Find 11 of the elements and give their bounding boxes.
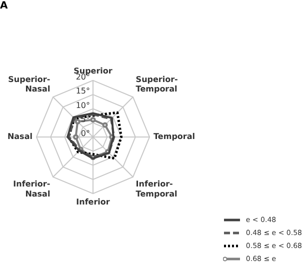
spoke-label: Superior-Nasal (8, 74, 50, 94)
spoke-label: Superior-Temporal (136, 74, 178, 94)
y-tick-label: 10° (76, 100, 90, 110)
chart-title: A (0, 0, 8, 12)
spoke-label: Inferior-Temporal (136, 180, 178, 198)
y-tick-label: 15° (76, 86, 90, 96)
y-tick-label: 0° (80, 129, 90, 138)
spoke-label: Nasal (7, 132, 33, 142)
spoke-label: Temporal (154, 132, 196, 142)
spoke-label: Inferior-Nasal (13, 180, 50, 198)
spoke-label: Inferior (76, 197, 110, 206)
